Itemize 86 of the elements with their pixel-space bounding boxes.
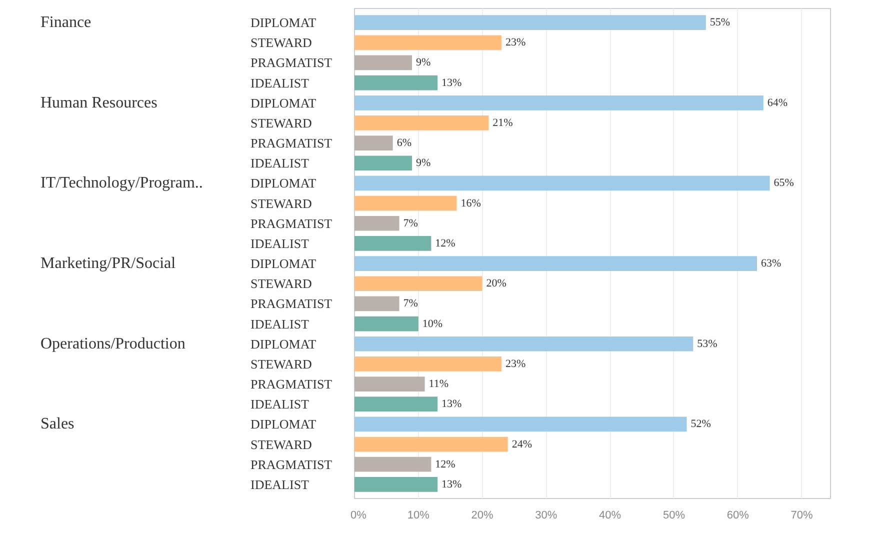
text: Finance [40, 14, 92, 32]
data-label: 11% [428, 378, 449, 390]
y-tick-label: STEWARD [250, 436, 312, 452]
bar [354, 376, 425, 392]
bar [354, 75, 438, 90]
y-tick-label: IDEALIST [250, 316, 310, 332]
bar [354, 55, 412, 70]
data-label: 10% [422, 318, 443, 330]
bar [354, 356, 502, 372]
x-tick-label: 30% [535, 510, 558, 522]
bar [354, 176, 770, 191]
text: Operations/Production [40, 335, 186, 352]
x-tick-label: 10% [407, 510, 430, 522]
bar [354, 396, 438, 412]
bar [354, 477, 438, 492]
x-tick-label: 50% [662, 510, 686, 522]
bar [354, 436, 508, 452]
y-tick-label: STEWARD [250, 115, 312, 130]
y-tick-label: IDEALIST [250, 396, 310, 412]
x-tick-label: 0% [350, 510, 367, 522]
data-label: 12% [435, 237, 456, 250]
y-tick-label: IDEALIST [250, 75, 310, 90]
y-tick-label: STEWARD [250, 356, 312, 372]
bar [354, 95, 764, 110]
bar [354, 416, 687, 432]
data-label: 64% [767, 96, 788, 109]
data-label: 20% [486, 278, 506, 290]
bar [354, 15, 706, 30]
data-label: 55% [710, 16, 730, 29]
y-tick-label: PRAGMATIST [250, 216, 332, 231]
text: Human Resources [40, 94, 158, 112]
bar [354, 336, 694, 352]
y-tick-label: DIPLOMAT [250, 336, 316, 352]
y-tick-label: PRAGMATIST [250, 456, 332, 472]
text: Sales [40, 416, 74, 433]
bar [354, 196, 457, 211]
bar [354, 256, 758, 271]
y-tick-label: PRAGMATIST [250, 376, 332, 392]
y-tick-label: IDEALIST [250, 236, 310, 251]
bar [354, 156, 412, 171]
data-label: 65% [774, 177, 794, 190]
data-label: 63% [761, 258, 782, 270]
y-tick-label: IDEALIST [250, 476, 310, 492]
bar [354, 116, 489, 130]
data-label: 16% [460, 197, 481, 210]
y-tick-label: IDEALIST [250, 156, 310, 171]
y-tick-label: PRAGMATIST [250, 296, 332, 312]
bar [354, 35, 502, 50]
data-label: 13% [442, 478, 462, 490]
y-tick-label: PRAGMATIST [250, 136, 332, 151]
data-label: 21% [492, 116, 513, 129]
bar [354, 316, 418, 332]
y-tick-label: DIPLOMAT [250, 176, 316, 191]
data-label: 6% [396, 137, 412, 150]
data-label: 7% [403, 298, 418, 310]
bar [354, 456, 432, 472]
data-label: 7% [403, 217, 418, 230]
bar [354, 276, 482, 292]
y-tick-label: DIPLOMAT [250, 416, 316, 432]
data-label: 53% [697, 338, 718, 350]
x-tick-label: 20% [471, 510, 494, 522]
text: IT/Technology/Program.. [40, 174, 203, 192]
y-tick-label: STEWARD [250, 196, 312, 211]
y-tick-label: STEWARD [250, 276, 312, 292]
data-label: 9% [416, 56, 431, 69]
x-tick-label: 60% [726, 510, 750, 522]
bar [354, 236, 432, 251]
data-label: 52% [690, 418, 711, 430]
data-label: 13% [442, 76, 462, 89]
text: Marketing/PR/Social [40, 255, 176, 272]
y-tick-label: STEWARD [250, 35, 312, 50]
data-label: 13% [442, 398, 462, 410]
bar [354, 296, 400, 312]
y-tick-label: DIPLOMAT [250, 95, 316, 110]
data-label: 9% [416, 157, 431, 170]
bar [354, 136, 393, 150]
bar [354, 216, 400, 231]
x-tick-label: 70% [790, 510, 813, 522]
y-tick-label: DIPLOMAT [250, 15, 316, 30]
data-label: 24% [512, 438, 532, 450]
y-tick-label: PRAGMATIST [250, 55, 332, 70]
y-tick-label: DIPLOMAT [250, 256, 316, 272]
data-label: 23% [505, 358, 526, 370]
x-tick-label: 40% [599, 510, 622, 522]
data-label: 23% [505, 36, 526, 49]
data-label: 12% [435, 458, 456, 470]
